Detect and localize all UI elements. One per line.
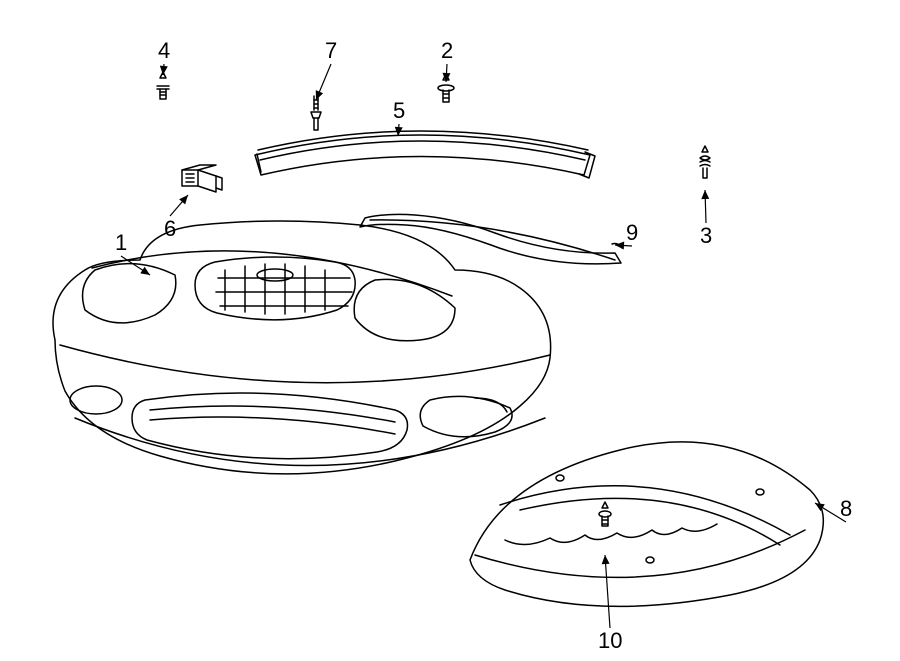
parts-diagram-svg bbox=[0, 0, 900, 661]
callout-number-impact-bar: 5 bbox=[393, 100, 405, 122]
callout-number-retainer-clip: 6 bbox=[164, 218, 176, 240]
callout-number-rivet: 10 bbox=[598, 630, 622, 652]
part-retainer-clip bbox=[182, 165, 222, 192]
part-screw bbox=[157, 72, 169, 99]
part-impact-bar bbox=[255, 131, 595, 178]
callout-number-stud: 7 bbox=[325, 40, 337, 62]
part-splash-shield bbox=[470, 442, 823, 607]
callout-number-push-retainer: 3 bbox=[700, 225, 712, 247]
callout-number-screw: 4 bbox=[158, 40, 170, 62]
part-push-retainer bbox=[700, 146, 710, 178]
callout-arrow-bumper-cover bbox=[140, 267, 150, 275]
callout-arrow-upper-support bbox=[615, 242, 624, 250]
callout-number-splash-shield: 8 bbox=[840, 498, 852, 520]
callout-arrow-splash-shield bbox=[815, 503, 825, 511]
part-bumper-cover bbox=[53, 221, 551, 474]
callout-number-bumper-cover: 1 bbox=[115, 232, 127, 254]
part-upper-support bbox=[360, 214, 622, 263]
callout-arrow-push-retainer bbox=[701, 190, 709, 199]
callout-number-bolt: 2 bbox=[441, 40, 453, 62]
part-rivet bbox=[599, 502, 611, 526]
callout-number-upper-support: 9 bbox=[626, 222, 638, 244]
diagram-stage: 1 2 3 4 5 6 7 8 9 10 bbox=[0, 0, 900, 661]
part-stud bbox=[311, 96, 321, 130]
callout-arrow-rivet bbox=[602, 555, 610, 564]
callout-leader-rivet bbox=[605, 555, 610, 628]
